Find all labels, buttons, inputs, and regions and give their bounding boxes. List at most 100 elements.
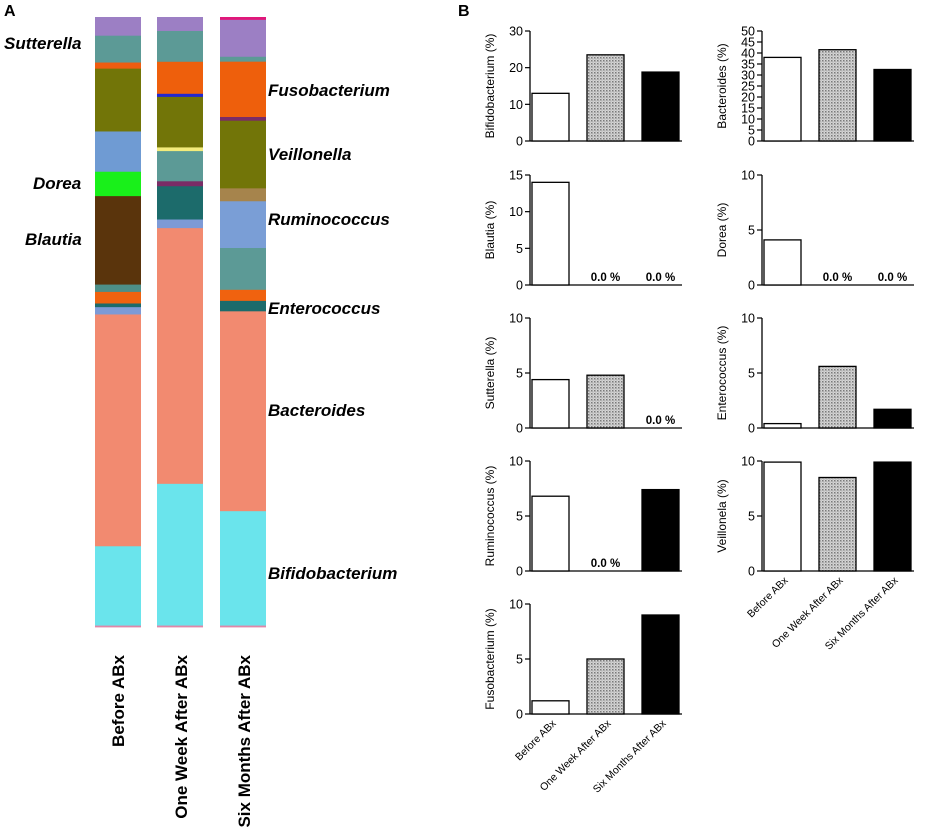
bar-chart-5: Sutterella (%) 0 5 10 0.0 % xyxy=(483,312,682,436)
bar-1 xyxy=(531,700,570,715)
zero-value-label: 0.0 % xyxy=(646,272,675,284)
bar-2 xyxy=(586,54,625,142)
stack-segment-2-2 xyxy=(220,310,266,512)
stack-segment-0-3 xyxy=(95,306,141,315)
stack-segment-0-4 xyxy=(95,303,141,308)
y-axis-label: Sutterella (%) xyxy=(483,337,497,410)
y-tick-label: 10 xyxy=(509,455,523,469)
bar-2 xyxy=(818,365,857,429)
bar-chart-4: Dorea (%) 0 5 10 0.0 % 0.0 % xyxy=(715,169,914,293)
y-tick-label: 5 xyxy=(516,242,523,256)
stack-segment-1-1 xyxy=(157,483,203,626)
y-axis-label: Veillonela (%) xyxy=(715,479,729,552)
y-tick-label: 5 xyxy=(516,367,523,381)
bar-1 xyxy=(531,378,570,429)
y-tick-label: 30 xyxy=(741,69,755,83)
annotation-ruminococcus: Ruminococcus xyxy=(268,210,390,229)
y-tick-label: 0 xyxy=(748,135,755,149)
stack-segment-1-12 xyxy=(157,17,203,31)
y-tick-label: 20 xyxy=(509,61,523,75)
stack-segment-0-11 xyxy=(95,62,141,69)
zero-value-label: 0.0 % xyxy=(823,272,852,284)
bar-3 xyxy=(641,614,680,715)
stack-segment-2-6 xyxy=(220,247,266,287)
stack-segment-0-12 xyxy=(95,35,141,63)
bar-1 xyxy=(531,495,570,572)
bar-1 xyxy=(763,422,802,429)
stack-segment-1-4 xyxy=(157,185,203,220)
stack-segment-0-1 xyxy=(95,545,141,626)
bar-1 xyxy=(763,56,802,142)
bar-2 xyxy=(818,476,857,572)
y-tick-label: 5 xyxy=(748,367,755,381)
bar-1 xyxy=(763,239,802,286)
y-tick-label: 10 xyxy=(509,312,523,326)
annotation-dorea: Dorea xyxy=(33,174,81,193)
stack-segment-2-13 xyxy=(220,19,266,57)
y-tick-label: 10 xyxy=(741,169,755,183)
bar-2 xyxy=(586,374,625,429)
annotation-enterococcus: Enterococcus xyxy=(268,299,380,318)
x-category-label: Before ABx xyxy=(513,717,559,763)
y-tick-label: 5 xyxy=(516,653,523,667)
y-tick-label: 0 xyxy=(516,565,523,579)
stack-segment-2-7 xyxy=(220,200,266,248)
y-tick-label: 10 xyxy=(509,205,523,219)
sample-label-one-week: One Week After ABx xyxy=(172,654,191,818)
stack-segment-2-5 xyxy=(220,285,266,290)
y-tick-label: 15 xyxy=(509,169,523,183)
stack-segment-2-9 xyxy=(220,120,266,189)
bar-chart-6: Enterococcus (%) 0 5 10 xyxy=(715,312,914,436)
y-tick-label: 45 xyxy=(741,36,755,50)
zero-value-label: 0.0 % xyxy=(878,272,907,284)
panel-a-stacked-bars xyxy=(95,17,266,628)
stack-segment-1-0 xyxy=(157,625,203,628)
zero-value-label: 0.0 % xyxy=(646,415,675,427)
stack-segment-1-5 xyxy=(157,180,203,187)
bar-chart-1: Bifidobacterium (%) 0 10 20 30 xyxy=(483,25,682,149)
y-tick-label: 20 xyxy=(741,91,755,105)
stack-segment-0-9 xyxy=(95,131,141,172)
y-tick-label: 0 xyxy=(516,708,523,722)
stack-segment-0-2 xyxy=(95,314,141,547)
panel-label-b: B xyxy=(458,3,470,20)
y-tick-label: 5 xyxy=(516,510,523,524)
stack-segment-0-5 xyxy=(95,291,141,304)
bar-3 xyxy=(873,461,912,572)
stack-segment-1-9 xyxy=(157,93,203,97)
x-category-label: Before ABx xyxy=(745,574,791,620)
bar-2 xyxy=(586,658,625,715)
annotation-bacteroides: Bacteroides xyxy=(268,401,365,420)
bar-1 xyxy=(531,181,570,286)
y-tick-label: 10 xyxy=(741,113,755,127)
stack-segment-1-8 xyxy=(157,96,203,148)
stack-segment-1-11 xyxy=(157,30,203,62)
stack-segment-2-1 xyxy=(220,510,266,626)
zero-value-label: 0.0 % xyxy=(591,272,620,284)
y-tick-label: 5 xyxy=(748,224,755,238)
y-axis-label: Enterococcus (%) xyxy=(715,326,729,421)
y-axis-label: Bifidobacterium (%) xyxy=(483,34,497,139)
stack-segment-1-10 xyxy=(157,61,203,94)
stack-segment-1-2 xyxy=(157,227,203,484)
y-tick-label: 40 xyxy=(741,47,755,61)
stack-segment-2-14 xyxy=(220,17,266,20)
y-tick-label: 25 xyxy=(741,80,755,94)
zero-value-label: 0.0 % xyxy=(591,558,620,570)
stack-segment-0-10 xyxy=(95,68,141,132)
stack-segment-0-6 xyxy=(95,284,141,292)
y-tick-label: 0 xyxy=(748,279,755,293)
bar-1 xyxy=(763,461,802,572)
stack-segment-1-6 xyxy=(157,150,203,182)
bar-1 xyxy=(531,92,570,142)
y-tick-label: 10 xyxy=(509,598,523,612)
bar-3 xyxy=(873,408,912,429)
stack-segment-0-13 xyxy=(95,17,141,36)
y-tick-label: 15 xyxy=(741,102,755,116)
stack-segment-2-3 xyxy=(220,300,266,312)
stack-segment-2-8 xyxy=(220,187,266,202)
